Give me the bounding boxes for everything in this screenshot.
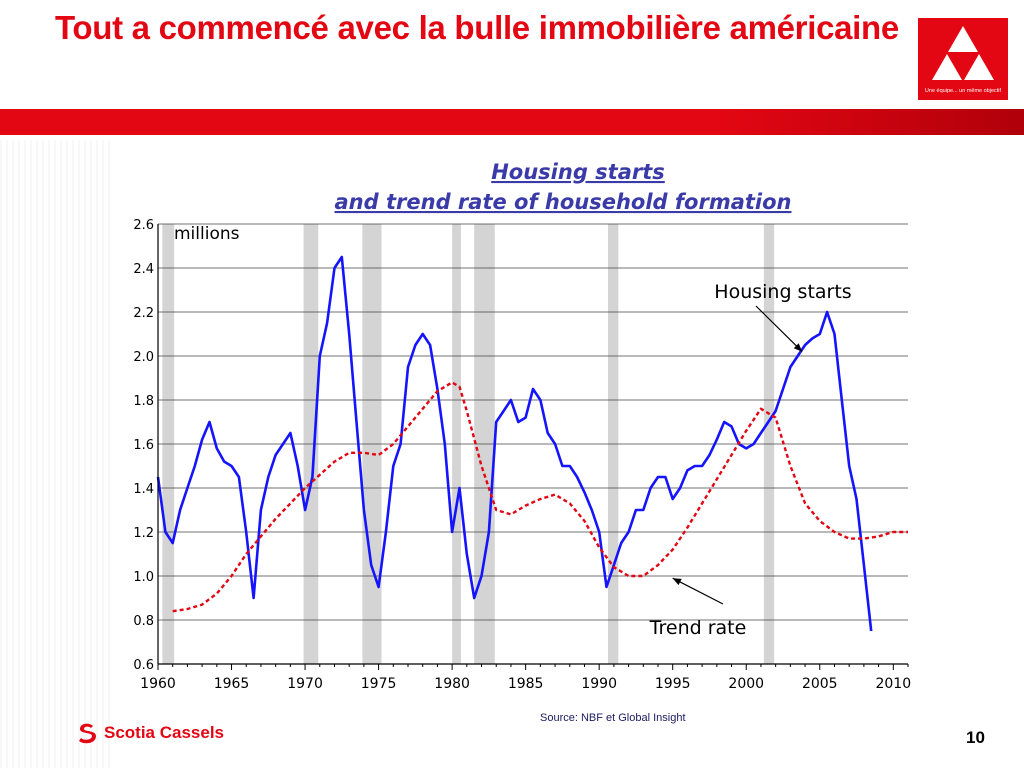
chart-series bbox=[156, 255, 908, 632]
logo-triangle-left bbox=[932, 54, 962, 80]
slide-title: Tout a commencé avec la bulle immobilièr… bbox=[55, 9, 899, 46]
x-tick-label: 1975 bbox=[361, 676, 397, 692]
scotia-logo-icon bbox=[79, 723, 96, 744]
x-tick-label: 1960 bbox=[140, 676, 176, 692]
chart-canvas: 0.6 0.8 1.0 1.2 1.4 1.6 1.8 2.0 2.2 2.4 2.6 1960 196… bbox=[133, 160, 911, 692]
x-tick-label: 1980 bbox=[434, 676, 470, 692]
chart-subtitle: and trend rate of household formation bbox=[335, 190, 792, 214]
x-tick-label: 2005 bbox=[802, 676, 838, 692]
y-tick-label: 2.4 bbox=[133, 262, 154, 277]
y-tick-label: 1.0 bbox=[133, 570, 154, 585]
brand-name: Scotia Cassels bbox=[104, 723, 225, 742]
brand-footer: Scotia Cassels bbox=[76, 720, 224, 746]
logo-tagline: Une équipe... un même objectif bbox=[924, 88, 1002, 94]
y-tick-label: 2.0 bbox=[133, 350, 154, 365]
annotation-label: Housing starts bbox=[714, 281, 851, 303]
y-tick-label: 1.4 bbox=[133, 482, 154, 497]
x-tick-label: 2000 bbox=[728, 676, 764, 692]
x-tick-label: 1985 bbox=[508, 676, 544, 692]
source-note: Source: NBF et Global Insight bbox=[540, 712, 686, 724]
y-tick-label: 1.8 bbox=[133, 394, 154, 409]
x-tick-label: 1990 bbox=[581, 676, 617, 692]
housing-chart: 0.6 0.8 1.0 1.2 1.4 1.6 1.8 2.0 2.2 2.4 2.6 1960 196… bbox=[118, 152, 918, 696]
annotation-arrowhead bbox=[672, 578, 682, 586]
x-tick-label: 2010 bbox=[875, 676, 911, 692]
title-separator-band bbox=[0, 109, 1024, 135]
y-tick-label: 1.2 bbox=[133, 526, 154, 541]
series-line-trend-rate bbox=[172, 381, 908, 613]
tick-labels: 0.6 0.8 1.0 1.2 1.4 1.6 1.8 2.0 2.2 2.4 2.6 1960 196… bbox=[133, 218, 911, 692]
y-tick-label: 0.6 bbox=[133, 658, 154, 673]
annotation-arrow bbox=[672, 577, 724, 605]
y-tick-label: 2.2 bbox=[133, 306, 154, 321]
y-tick-label: 0.8 bbox=[133, 614, 154, 629]
logo-triangle-top bbox=[948, 26, 978, 52]
page-number: 10 bbox=[966, 728, 985, 747]
company-logo: Une équipe... un même objectif bbox=[918, 18, 1008, 100]
series-line-housing-starts bbox=[156, 255, 873, 632]
annotation-arrowhead bbox=[793, 343, 803, 352]
chart-axes bbox=[157, 224, 909, 670]
unit-label: millions bbox=[174, 224, 240, 244]
x-tick-label: 1965 bbox=[214, 676, 250, 692]
chart-title: Housing starts bbox=[491, 160, 665, 184]
y-tick-label: 2.6 bbox=[133, 218, 154, 233]
background-pattern bbox=[0, 140, 110, 768]
x-tick-label: 1995 bbox=[655, 676, 691, 692]
annotations: Housing starts Trend rate bbox=[649, 281, 852, 639]
logo-triangle-right bbox=[964, 54, 994, 80]
annotation-label: Trend rate bbox=[649, 617, 747, 639]
x-tick-label: 1970 bbox=[287, 676, 323, 692]
annotation-arrow bbox=[755, 305, 803, 353]
y-tick-label: 1.6 bbox=[133, 438, 154, 453]
